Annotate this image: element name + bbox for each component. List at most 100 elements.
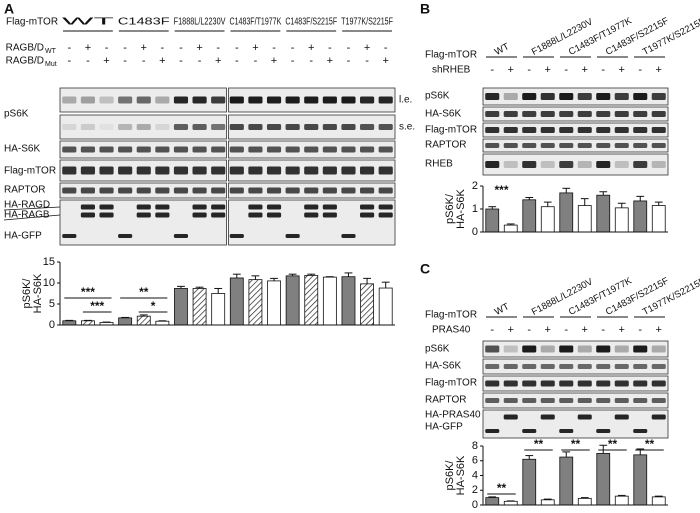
- condition-sign: +: [545, 324, 551, 336]
- blot-band: [485, 398, 500, 403]
- condition-sign: -: [179, 42, 183, 54]
- blot-band: [378, 212, 393, 218]
- blot-band: [596, 127, 611, 133]
- blot-band: [322, 146, 337, 153]
- blot-band: [651, 111, 666, 117]
- blot-band: [614, 143, 629, 148]
- blot-band: [540, 161, 555, 168]
- label-tick: [3, 206, 61, 211]
- bar: [229, 277, 244, 326]
- blot-band: [360, 166, 375, 175]
- blot-band: [577, 398, 592, 403]
- blot-band: [136, 204, 151, 210]
- construct-label: Flag-mTOR: [6, 17, 58, 28]
- y-axis-label: pS6K/: [444, 193, 456, 224]
- bar: [174, 288, 188, 326]
- condition-sign: +: [619, 324, 625, 336]
- blot-band: [248, 96, 263, 104]
- blot-band: [577, 111, 592, 117]
- blot-band: [341, 124, 356, 130]
- blot-band: [651, 398, 666, 403]
- blot-band: [192, 146, 207, 153]
- condition-sign: -: [490, 324, 494, 336]
- blot-band: [540, 364, 555, 369]
- blot-label: RAPTOR: [4, 185, 46, 196]
- blot-band: [192, 212, 207, 218]
- bar: [360, 283, 374, 326]
- y-tick-label: 0: [472, 499, 478, 511]
- blot-label: Flag-mTOR: [425, 378, 477, 389]
- blot-label: RAPTOR: [425, 140, 467, 151]
- blot-band: [559, 380, 574, 387]
- bar: [192, 288, 207, 326]
- bar: [62, 320, 77, 326]
- y-axis-label: HA-S6K: [32, 273, 44, 313]
- blot-band: [211, 96, 226, 104]
- y-tick-label: 2: [472, 484, 478, 496]
- blot-label: HA-S6K: [4, 144, 40, 155]
- condition-sign: -: [67, 55, 71, 67]
- blot-band: [614, 380, 629, 387]
- blot-band: [118, 187, 133, 194]
- bar: [651, 205, 666, 233]
- condition-sign: +: [619, 64, 625, 76]
- bar: [378, 287, 393, 326]
- blot-band: [614, 364, 629, 369]
- blot-band: [378, 204, 393, 210]
- blot-band: [118, 234, 133, 238]
- blot-band: [62, 96, 77, 104]
- blot-band: [118, 96, 133, 104]
- blot-band: [211, 166, 226, 175]
- exposure-label: l.e.: [399, 95, 412, 106]
- blot-band: [99, 187, 114, 194]
- blot-band: [173, 124, 189, 130]
- condition-sign: +: [196, 42, 202, 54]
- blot-band: [155, 146, 170, 153]
- blot-band: [540, 380, 555, 387]
- construct-label: Flag-mTOR: [425, 310, 477, 321]
- blot-band: [80, 204, 95, 210]
- significance-label: **: [497, 481, 507, 495]
- bar: [248, 279, 263, 326]
- blot-band: [559, 127, 574, 133]
- blot-label: RHEB: [425, 159, 453, 170]
- blot-band: [211, 146, 226, 153]
- blot-band: [360, 212, 375, 218]
- blot-band: [633, 398, 648, 403]
- blot-band: [651, 414, 666, 420]
- blot-label: HA-RAGB: [4, 210, 50, 221]
- condition-sign: -: [216, 42, 220, 54]
- blot-band: [485, 345, 500, 353]
- blot-band: [633, 127, 648, 133]
- blot-frame: [482, 340, 669, 358]
- bar: [596, 194, 611, 233]
- blot-label: HA-PRAS40: [425, 410, 481, 421]
- blot-frame: [59, 114, 227, 140]
- blot-label: HA-GFP: [425, 422, 463, 433]
- condition-sign: -: [384, 42, 388, 54]
- blot-band: [248, 146, 263, 153]
- condition-sign: -: [254, 55, 258, 67]
- y-axis-label: pS6K/: [21, 278, 33, 309]
- construct-name: T1977K/S2215F: [641, 16, 700, 58]
- condition-sign: +: [271, 55, 277, 67]
- blot-frame: [482, 392, 669, 409]
- significance-label: *: [151, 299, 156, 313]
- blot-band: [614, 93, 629, 100]
- blot-frame: [482, 138, 669, 153]
- blot-band: [285, 146, 300, 153]
- blot-band: [577, 93, 592, 100]
- condition-sign: -: [601, 64, 605, 76]
- condition-label: PRAS40: [432, 325, 471, 336]
- blot-band: [522, 111, 537, 117]
- construct-name: F1888L/L2230V: [174, 17, 226, 28]
- blot-band: [155, 204, 170, 210]
- blot-band: [118, 146, 133, 153]
- y-tick-label: 0: [472, 226, 478, 238]
- blot-band: [266, 166, 282, 175]
- condition-sign: -: [309, 55, 313, 67]
- condition-sign: -: [291, 42, 295, 54]
- blot-band: [522, 127, 537, 133]
- condition-sign: -: [142, 55, 146, 67]
- blot-band: [99, 212, 114, 218]
